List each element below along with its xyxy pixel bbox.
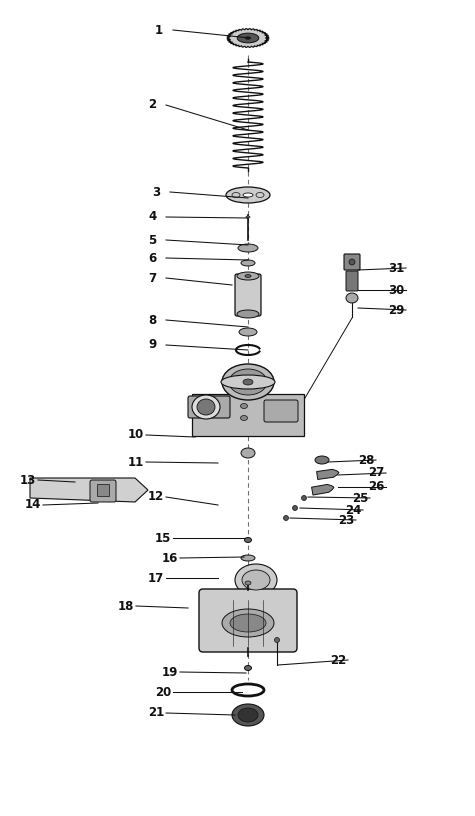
FancyBboxPatch shape [97,484,109,496]
Ellipse shape [241,260,255,266]
Ellipse shape [237,272,259,280]
Ellipse shape [245,274,251,277]
Ellipse shape [222,364,274,400]
Polygon shape [317,469,339,480]
Text: 1: 1 [155,24,163,37]
Ellipse shape [232,704,264,726]
Ellipse shape [238,244,258,252]
Text: 25: 25 [352,491,369,504]
Text: 11: 11 [128,455,144,468]
Ellipse shape [242,570,270,590]
Ellipse shape [192,395,220,419]
Ellipse shape [235,564,277,596]
FancyBboxPatch shape [192,394,304,436]
Ellipse shape [222,609,274,637]
Text: 23: 23 [338,513,354,526]
Ellipse shape [346,293,358,303]
Text: 16: 16 [162,552,179,565]
Ellipse shape [245,666,251,671]
Ellipse shape [197,399,215,415]
Text: 8: 8 [148,313,156,326]
Text: 14: 14 [25,499,41,512]
Ellipse shape [237,33,259,43]
Ellipse shape [284,516,288,521]
Ellipse shape [240,415,247,420]
Text: 2: 2 [148,99,156,112]
Text: 12: 12 [148,490,164,503]
Text: 29: 29 [388,304,404,317]
Text: 18: 18 [118,600,134,613]
Text: 6: 6 [148,251,156,264]
Text: 17: 17 [148,571,164,584]
Text: 26: 26 [368,481,384,494]
Text: 13: 13 [20,473,36,486]
Text: 4: 4 [148,211,156,224]
Ellipse shape [256,193,264,197]
Text: 7: 7 [148,272,156,285]
Text: 28: 28 [358,454,374,467]
FancyBboxPatch shape [90,480,116,502]
Text: 24: 24 [345,503,361,517]
FancyBboxPatch shape [235,274,261,316]
Text: 21: 21 [148,707,164,720]
Text: 20: 20 [155,685,171,698]
Text: 19: 19 [162,666,179,678]
Ellipse shape [229,369,267,395]
FancyBboxPatch shape [346,271,358,291]
Text: 22: 22 [330,654,346,667]
Text: 15: 15 [155,531,171,544]
Ellipse shape [232,193,240,197]
Text: 5: 5 [148,233,156,246]
Ellipse shape [243,379,253,385]
Text: 31: 31 [388,261,404,274]
Ellipse shape [302,495,306,500]
Polygon shape [312,485,334,495]
Polygon shape [30,478,148,502]
Ellipse shape [246,216,250,218]
Ellipse shape [241,555,255,561]
Ellipse shape [240,403,247,409]
Ellipse shape [349,259,355,265]
Ellipse shape [241,448,255,458]
Ellipse shape [293,505,297,511]
Text: 27: 27 [368,467,384,480]
Ellipse shape [237,310,259,318]
FancyBboxPatch shape [188,396,230,418]
Ellipse shape [221,375,275,389]
Ellipse shape [246,37,250,39]
Ellipse shape [239,328,257,336]
Ellipse shape [238,708,258,722]
FancyBboxPatch shape [264,400,298,422]
Text: 3: 3 [152,185,160,198]
Text: 9: 9 [148,339,156,352]
Polygon shape [227,29,269,47]
Ellipse shape [243,193,253,197]
Text: 10: 10 [128,428,144,441]
Ellipse shape [315,456,329,464]
FancyBboxPatch shape [199,589,297,652]
Ellipse shape [230,614,266,632]
Text: 30: 30 [388,283,404,296]
Ellipse shape [226,187,270,203]
FancyBboxPatch shape [344,254,360,270]
Ellipse shape [275,637,279,642]
Ellipse shape [245,581,251,585]
Ellipse shape [245,538,251,543]
